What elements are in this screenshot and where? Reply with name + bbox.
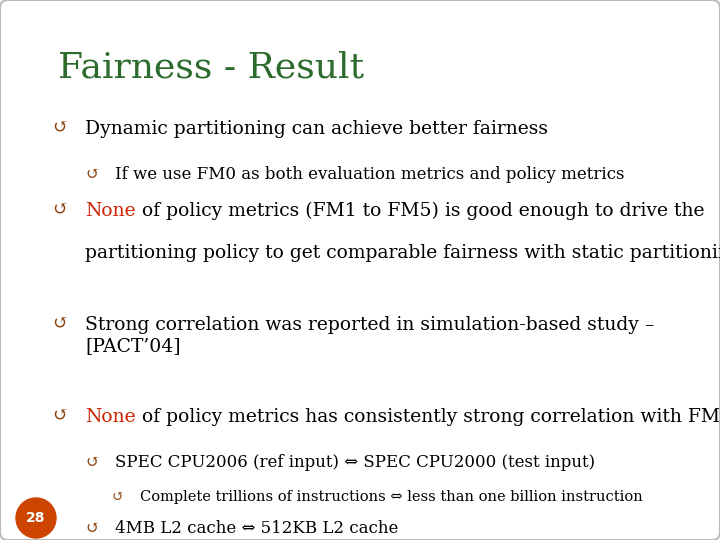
Text: of policy metrics has consistently strong correlation with FM0: of policy metrics has consistently stron…: [135, 408, 720, 426]
Text: partitioning policy to get comparable fairness with static partitioning: partitioning policy to get comparable fa…: [85, 244, 720, 262]
Text: None: None: [85, 202, 135, 220]
Text: Dynamic partitioning can achieve better fairness: Dynamic partitioning can achieve better …: [85, 120, 548, 138]
Text: ↺: ↺: [52, 408, 68, 426]
Text: ↺: ↺: [52, 120, 68, 138]
Text: Complete trillions of instructions ⇔ less than one billion instruction: Complete trillions of instructions ⇔ les…: [140, 490, 643, 504]
Text: SPEC CPU2006 (ref input) ⇔ SPEC CPU2000 (test input): SPEC CPU2006 (ref input) ⇔ SPEC CPU2000 …: [115, 454, 595, 471]
Text: ↺: ↺: [112, 490, 125, 504]
Text: ↺: ↺: [52, 316, 68, 334]
Text: If we use FM0 as both evaluation metrics and policy metrics: If we use FM0 as both evaluation metrics…: [115, 166, 624, 183]
Text: ↺: ↺: [85, 166, 99, 183]
Text: of policy metrics (FM1 to FM5) is good enough to drive the: of policy metrics (FM1 to FM5) is good e…: [135, 202, 704, 220]
Text: None: None: [85, 408, 135, 426]
Circle shape: [16, 498, 56, 538]
Text: Strong correlation was reported in simulation-based study –
[PACT’04]: Strong correlation was reported in simul…: [85, 316, 654, 355]
Text: 28: 28: [26, 511, 46, 525]
Text: ↺: ↺: [85, 454, 99, 471]
Text: ↺: ↺: [85, 520, 99, 537]
Text: ↺: ↺: [52, 202, 68, 220]
Text: Fairness - Result: Fairness - Result: [58, 50, 364, 84]
Text: 4MB L2 cache ⇔ 512KB L2 cache: 4MB L2 cache ⇔ 512KB L2 cache: [115, 520, 398, 537]
